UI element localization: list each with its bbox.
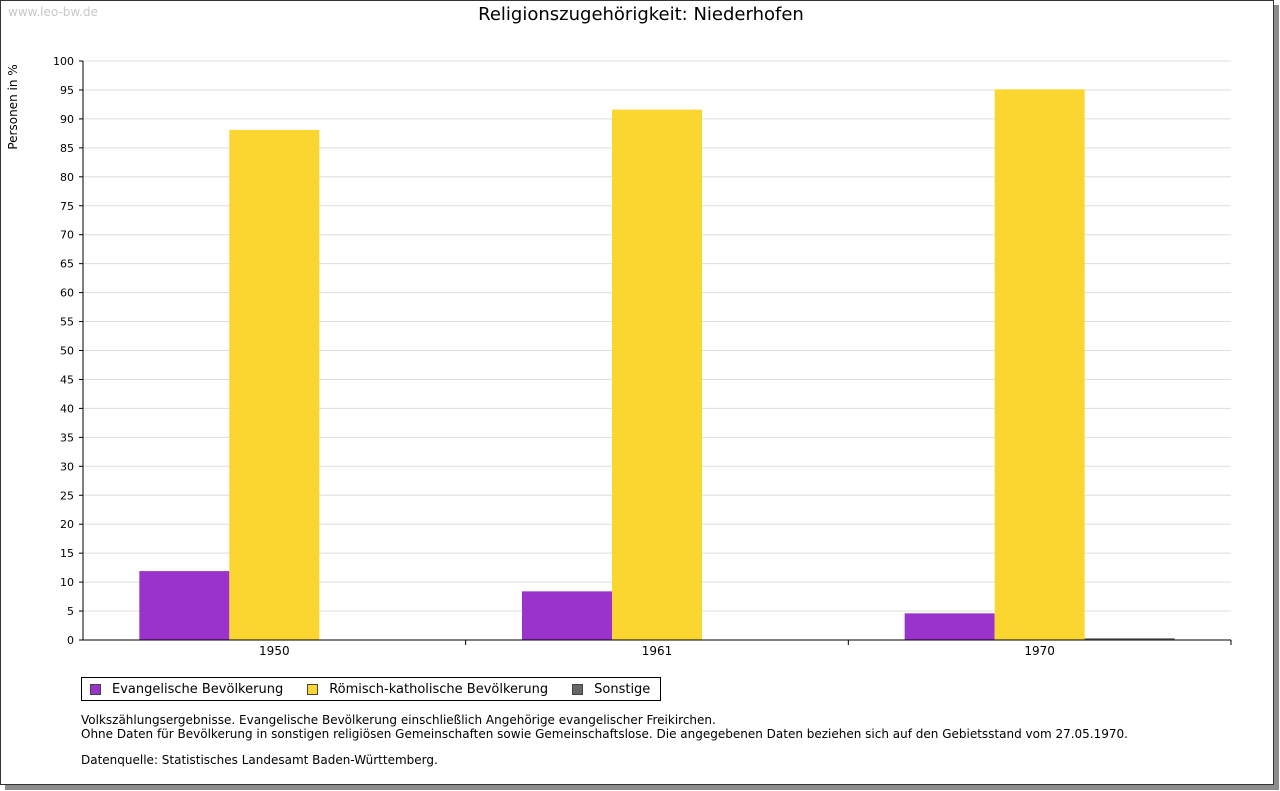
axes: 0 5 10 15 20 25 30 35 40 45 50 55 60 65 70 75 80 85 90 95 10… — [53, 55, 1232, 658]
bar — [522, 591, 612, 640]
legend-swatch — [572, 683, 584, 695]
bar — [904, 613, 995, 640]
bar — [139, 571, 230, 640]
y-tick-label: 45 — [60, 373, 74, 386]
y-axis-label: Personen in % — [6, 64, 20, 149]
legend-swatch — [307, 683, 319, 695]
legend-label: Sonstige — [594, 681, 651, 697]
watermark: www.leo-bw.de — [8, 5, 98, 19]
y-tick-label: 15 — [60, 547, 74, 560]
y-tick-label: 95 — [60, 84, 74, 97]
y-tick-label: 75 — [60, 200, 74, 213]
y-tick-label: 20 — [60, 518, 74, 531]
x-tick-label: 1970 — [1024, 644, 1055, 658]
y-tick-label: 70 — [60, 229, 74, 242]
legend-item: Römisch-katholische Bevölkerung — [307, 682, 548, 697]
y-tick-label: 30 — [60, 460, 74, 473]
bar — [612, 109, 702, 641]
chart-title: Religionszugehörigkeit: Niederhofen — [478, 4, 804, 25]
note-line-1: Volkszählungsergebnisse. Evangelische Be… — [81, 713, 716, 727]
bars — [139, 89, 1175, 641]
y-tick-label: 40 — [60, 402, 74, 415]
data-source: Datenquelle: Statistisches Landesamt Bad… — [81, 753, 438, 767]
x-tick-label: 1961 — [642, 644, 673, 658]
legend-item: Sonstige — [572, 682, 650, 697]
legend-swatch — [90, 683, 101, 695]
y-tick-label: 50 — [60, 345, 74, 358]
y-tick-label: 65 — [60, 258, 74, 271]
y-tick-label: 85 — [60, 142, 74, 155]
y-tick-label: 25 — [60, 489, 74, 502]
y-tick-label: 55 — [60, 316, 74, 329]
y-tick-label: 0 — [67, 634, 74, 647]
bar — [1084, 638, 1175, 640]
bar — [229, 129, 320, 640]
y-tick-label: 100 — [53, 55, 74, 68]
chart-notes: Volkszählungsergebnisse. Evangelische Be… — [81, 713, 1128, 767]
y-tick-label: 60 — [60, 287, 74, 300]
note-line-2: Ohne Daten für Bevölkerung in sonstigen … — [81, 727, 1128, 741]
legend-label: Evangelische Bevölkerung — [112, 681, 284, 697]
bar — [994, 89, 1085, 641]
legend-item: Evangelische Bevölkerung — [90, 682, 283, 697]
y-tick-label: 10 — [60, 576, 74, 589]
legend-label: Römisch-katholische Bevölkerung — [329, 681, 549, 697]
x-tick-label: 1950 — [259, 644, 290, 658]
y-tick-label: 80 — [60, 171, 74, 184]
y-tick-label: 90 — [60, 113, 74, 126]
legend: Evangelische Bevölkerung Römisch-katholis… — [81, 677, 662, 701]
y-tick-label: 5 — [67, 605, 74, 618]
y-tick-label: 35 — [60, 431, 74, 444]
